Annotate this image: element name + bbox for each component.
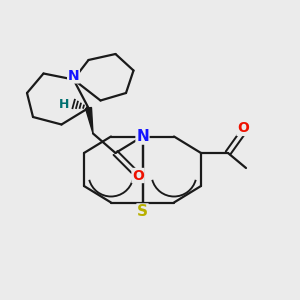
Text: N: N: [68, 69, 79, 83]
Text: H: H: [59, 98, 69, 111]
Text: O: O: [237, 122, 249, 135]
Text: S: S: [137, 204, 148, 219]
Polygon shape: [85, 107, 93, 134]
Text: O: O: [132, 169, 144, 182]
Text: N: N: [136, 129, 149, 144]
